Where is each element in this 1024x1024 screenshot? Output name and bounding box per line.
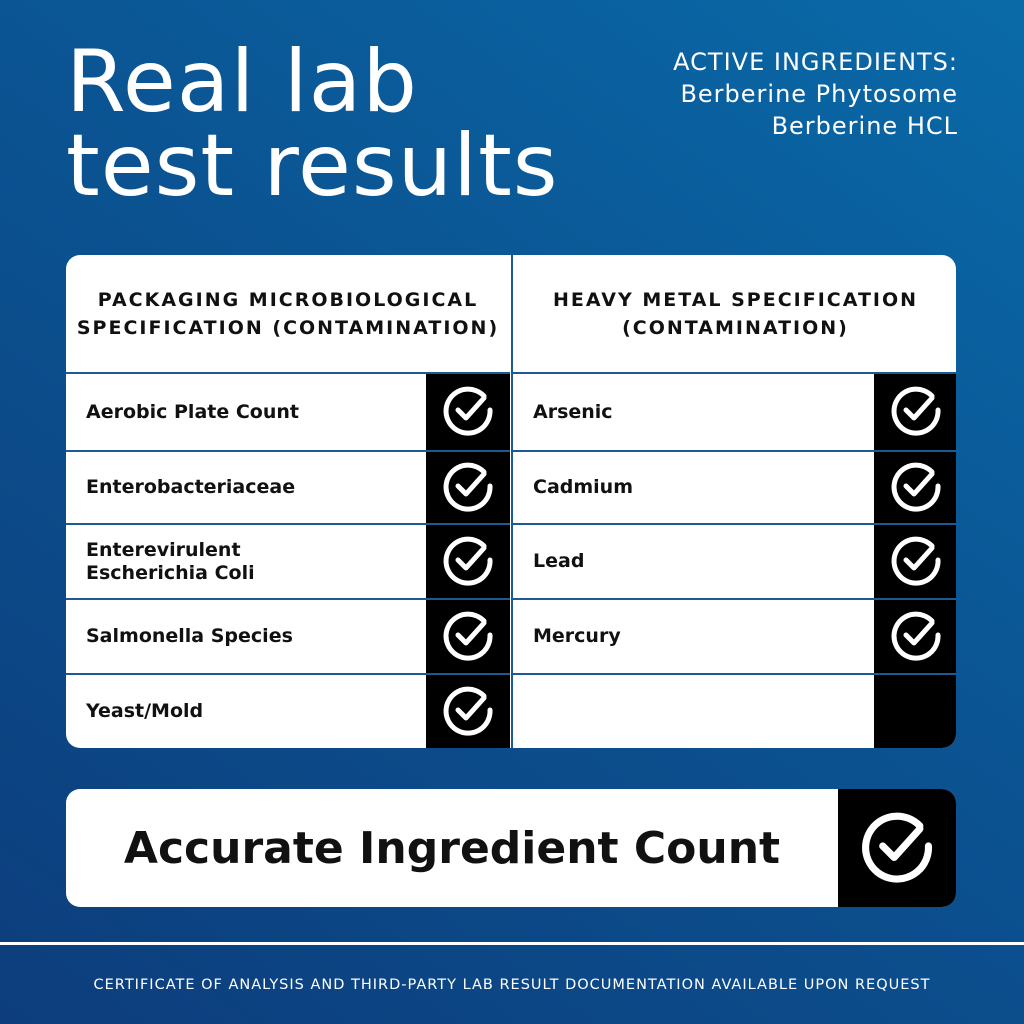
table-row: Lead xyxy=(513,525,956,600)
check-cell xyxy=(874,600,956,673)
row-label: Yeast/Mold xyxy=(86,700,204,722)
check-cell xyxy=(426,374,510,450)
microbiological-header: PACKAGING MICROBIOLOGICAL SPECIFICATION (… xyxy=(66,255,510,374)
page-title: Real lab test results xyxy=(66,39,559,209)
table-row: Aerobic Plate Count xyxy=(66,374,510,452)
row-label: Enterobacteriaceae xyxy=(86,476,296,498)
active-ingredients: ACTIVE INGREDIENTS: Berberine Phytosome … xyxy=(673,46,958,142)
circle-check-icon xyxy=(857,806,937,890)
label-line: Enterevirulent xyxy=(86,538,241,561)
table-row: Salmonella Species xyxy=(66,600,510,675)
circle-check-icon xyxy=(440,382,496,442)
ingredient-item: Berberine Phytosome xyxy=(680,80,958,108)
table-row: Yeast/Mold xyxy=(66,675,510,748)
title-line-1: Real lab xyxy=(66,32,418,132)
row-label: Cadmium xyxy=(533,476,634,498)
circle-check-icon xyxy=(440,458,496,518)
table-row xyxy=(513,675,956,748)
circle-check-icon xyxy=(888,458,944,518)
table-row: Mercury xyxy=(513,600,956,675)
circle-check-icon xyxy=(440,532,496,592)
check-cell xyxy=(426,600,510,673)
table-row: Arsenic xyxy=(513,374,956,452)
row-label: Aerobic Plate Count xyxy=(86,400,299,423)
ingredient-item: Berberine HCL xyxy=(771,112,958,140)
label-line: Escherichia Coli xyxy=(86,561,255,584)
row-label: Lead xyxy=(533,550,585,572)
row-label: Mercury xyxy=(533,625,621,647)
row-label: Arsenic xyxy=(533,400,613,423)
divider xyxy=(0,942,1024,945)
check-cell xyxy=(426,452,510,523)
circle-check-icon xyxy=(888,532,944,592)
table-row: Cadmium xyxy=(513,452,956,525)
table-row: Enterobacteriaceae xyxy=(66,452,510,525)
check-cell xyxy=(874,374,956,450)
check-cell xyxy=(874,525,956,598)
header-line: HEAVY METAL SPECIFICATION xyxy=(552,288,919,311)
accurate-count-banner: Accurate Ingredient Count xyxy=(66,789,956,907)
circle-check-icon xyxy=(888,607,944,667)
header-line: PACKAGING MICROBIOLOGICAL xyxy=(97,288,479,311)
check-cell xyxy=(426,675,510,748)
circle-check-icon xyxy=(440,607,496,667)
active-ingredients-heading: ACTIVE INGREDIENTS: xyxy=(673,48,958,76)
results-table: PACKAGING MICROBIOLOGICAL SPECIFICATION (… xyxy=(66,255,956,748)
row-label: Salmonella Species xyxy=(86,625,293,647)
heavy-metal-column: HEAVY METAL SPECIFICATION (CONTAMINATION)… xyxy=(511,255,956,748)
circle-check-icon xyxy=(888,382,944,442)
check-cell-empty xyxy=(874,675,956,748)
check-cell xyxy=(426,525,510,598)
table-row: Enterevirulent Escherichia Coli xyxy=(66,525,510,600)
accurate-count-label: Accurate Ingredient Count xyxy=(123,822,781,874)
header-line: (CONTAMINATION) xyxy=(622,316,849,339)
circle-check-icon xyxy=(440,682,496,742)
header-line: SPECIFICATION (CONTAMINATION) xyxy=(76,316,500,339)
row-label: Enterevirulent Escherichia Coli xyxy=(66,539,426,585)
title-line-2: test results xyxy=(66,116,559,216)
heavy-metal-header: HEAVY METAL SPECIFICATION (CONTAMINATION) xyxy=(513,255,956,374)
microbiological-column: PACKAGING MICROBIOLOGICAL SPECIFICATION (… xyxy=(66,255,510,748)
check-cell xyxy=(838,789,956,907)
check-cell xyxy=(874,452,956,523)
footer-note: CERTIFICATE OF ANALYSIS AND THIRD-PARTY … xyxy=(93,977,931,993)
